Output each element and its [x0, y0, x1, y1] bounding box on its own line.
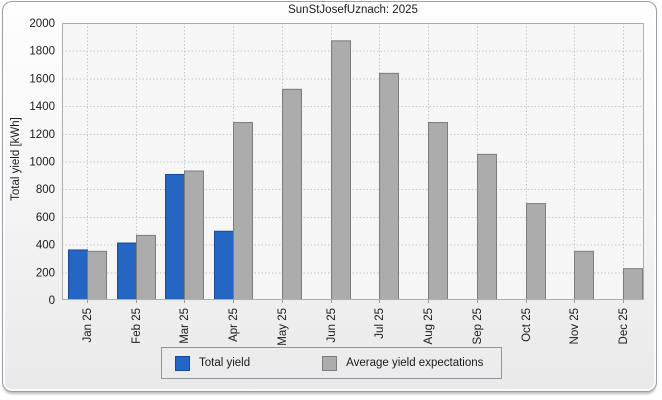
bar-total-yield-jan-25[interactable]	[68, 249, 88, 300]
bar-total-yield-mar-25[interactable]	[165, 173, 185, 300]
y-tick-label: 1400	[29, 101, 55, 113]
x-tick-label: Nov 25	[569, 308, 581, 344]
x-tick-label: Mar 25	[179, 308, 191, 344]
bar-average-yield-expectations-mar-25[interactable]	[184, 170, 204, 300]
x-tick-label: Jan 25	[82, 308, 94, 343]
bar-average-yield-expectations-dec-25[interactable]	[623, 268, 643, 300]
x-axis-tick-labels: Jan 25 Feb 25 Mar 25 Apr 25 May 25 Jun 25 Jul …	[82, 300, 630, 346]
y-tick-label: 400	[36, 240, 55, 252]
chart-legend: Total yield Average yield expectations	[161, 347, 502, 379]
x-tick-label: Aug 25	[423, 308, 435, 344]
y-tick-label: 1800	[29, 46, 55, 58]
x-tick-label: Oct 25	[521, 308, 533, 342]
x-tick-label: Sep 25	[472, 308, 484, 344]
bar-average-yield-expectations-feb-25[interactable]	[136, 234, 156, 300]
x-tick-label: Jul 25	[374, 308, 386, 339]
x-tick-label: May 25	[277, 308, 289, 346]
legend-item-total-yield: Total yield	[175, 355, 251, 371]
legend-label-total-yield: Total yield	[199, 357, 251, 369]
y-tick-label: 200	[36, 267, 55, 279]
bar-average-yield-expectations-may-25[interactable]	[282, 88, 302, 300]
x-tick-label: Apr 25	[228, 308, 240, 342]
legend-label-average-yield: Average yield expectations	[346, 357, 484, 369]
x-tick-label: Feb 25	[131, 308, 143, 344]
y-tick-label: 2000	[29, 18, 55, 30]
x-tick-label: Dec 25	[618, 308, 630, 344]
bar-total-yield-apr-25[interactable]	[214, 230, 234, 300]
y-tick-label: 1000	[29, 157, 55, 169]
bar-average-yield-expectations-aug-25[interactable]	[428, 122, 448, 300]
plot-frame	[62, 23, 644, 300]
bar-average-yield-expectations-nov-25[interactable]	[574, 250, 594, 301]
y-axis-tick-labels: 0 200 400 600 800 1000 1200 1400 1600 1800 2000	[29, 18, 55, 307]
bar-total-yield-feb-25[interactable]	[117, 242, 137, 301]
y-tick-label: 1200	[29, 129, 55, 141]
bars	[68, 40, 643, 301]
bar-average-yield-expectations-jan-25[interactable]	[87, 250, 107, 301]
y-tick-label: 800	[36, 184, 55, 196]
y-tick-label: 0	[49, 295, 55, 307]
x-tick-label: Jun 25	[326, 308, 338, 343]
y-tick-label: 600	[36, 212, 55, 224]
total-yield-swatch-icon	[175, 355, 190, 371]
bar-average-yield-expectations-apr-25[interactable]	[233, 122, 253, 300]
y-tick-label: 1600	[29, 73, 55, 85]
average-yield-swatch-icon	[322, 355, 338, 371]
bar-average-yield-expectations-jun-25[interactable]	[331, 40, 351, 300]
legend-item-average-yield: Average yield expectations	[322, 355, 484, 371]
bar-average-yield-expectations-sep-25[interactable]	[477, 153, 497, 300]
chart-title: SunStJosefUznach: 2025	[288, 4, 418, 16]
bar-average-yield-expectations-jul-25[interactable]	[379, 72, 399, 300]
bar-average-yield-expectations-oct-25[interactable]	[526, 203, 546, 300]
